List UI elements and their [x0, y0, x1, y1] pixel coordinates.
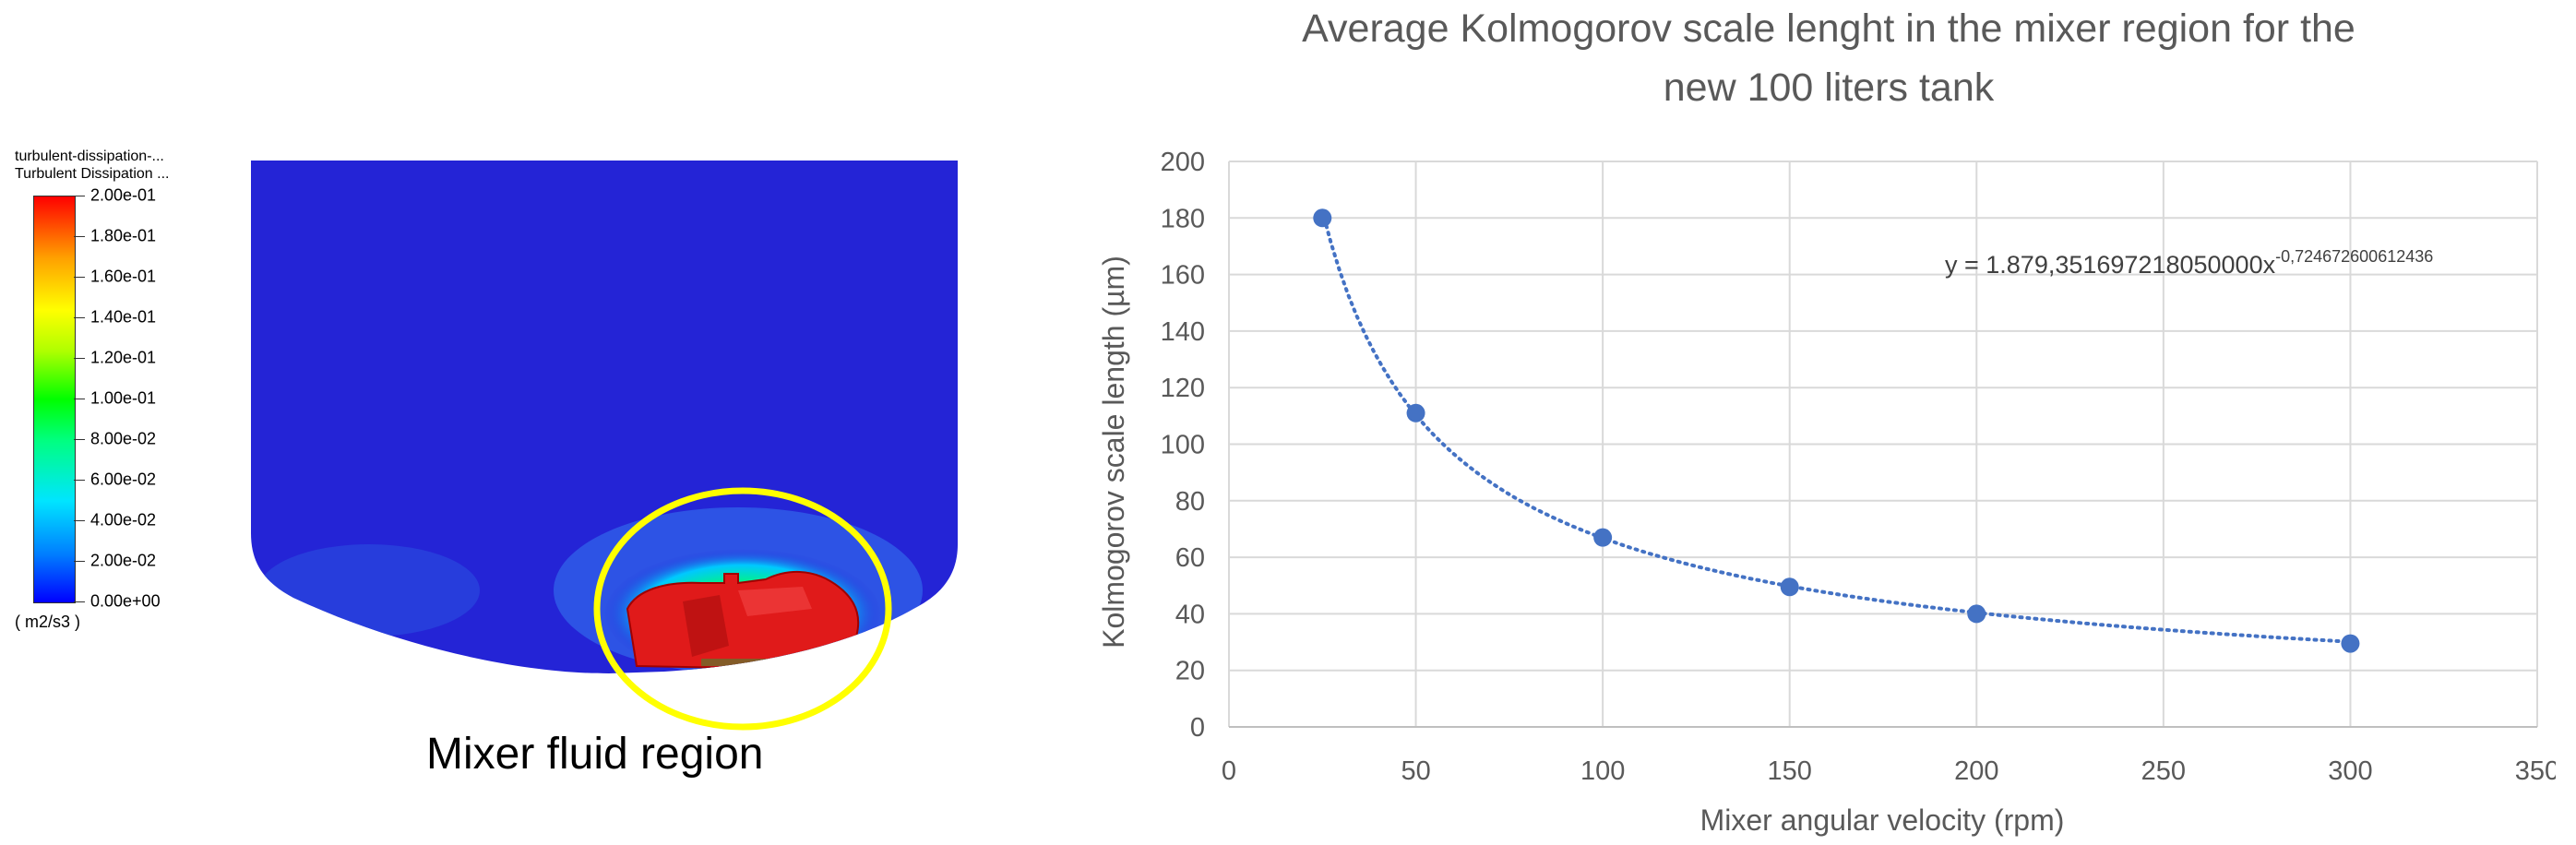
- x-tick-label: 300: [2328, 756, 2372, 786]
- x-tick-label: 350: [2515, 756, 2556, 786]
- colorbar-tick: [74, 358, 85, 359]
- x-tick-label: 200: [1954, 756, 1998, 786]
- y-tick-labels: 0 20 40 60 80 100 120 140 160 180 200: [1161, 148, 1205, 743]
- tank-fluid-region: [251, 161, 958, 673]
- y-tick-label: 180: [1161, 204, 1205, 233]
- colorbar-tick: [74, 277, 85, 278]
- trendline-equation: y = 1.879,351697218050000x-0,72467260061…: [1945, 247, 2433, 279]
- x-tick-label: 0: [1222, 756, 1236, 786]
- y-tick-label: 100: [1161, 431, 1205, 460]
- data-point: [1313, 208, 1332, 228]
- x-tick-labels: 0 50 100 150 200 250 300 350: [1222, 756, 2556, 786]
- colorbar-tick: [74, 561, 85, 562]
- colorbar-tick-label: 2.00e-01: [90, 185, 157, 205]
- colorbar-tick-label: 1.40e-01: [90, 307, 157, 327]
- colorbar-tick-label: 6.00e-02: [90, 470, 157, 489]
- colorbar-tick-label: 2.00e-02: [90, 551, 157, 570]
- y-tick-label: 200: [1161, 148, 1205, 177]
- y-tick-label: 60: [1175, 543, 1205, 573]
- colorbar-tick: [74, 520, 85, 521]
- colorbar-tick-label: 8.00e-02: [90, 429, 157, 448]
- colorbar-tick: [74, 601, 85, 602]
- x-tick-label: 250: [2141, 756, 2186, 786]
- colorbar-tick: [74, 236, 85, 237]
- colorbar-tick-label: 1.20e-01: [90, 348, 157, 367]
- x-tick-label: 50: [1401, 756, 1430, 786]
- data-points: [1313, 208, 2360, 653]
- colorbar-tick-label: 1.00e-01: [90, 388, 157, 408]
- x-tick-label: 100: [1580, 756, 1625, 786]
- colorbar-tick: [74, 480, 85, 481]
- grid: [1228, 161, 2538, 728]
- colorbar-tick: [74, 317, 85, 318]
- x-tick-label: 150: [1768, 756, 1812, 786]
- y-tick-label: 20: [1175, 657, 1205, 686]
- mixer-impeller: [626, 570, 860, 670]
- colorbar-tick-label: 1.60e-01: [90, 267, 157, 286]
- chart-title-line-2: new 100 liters tank: [1664, 65, 1995, 110]
- colorbar-tick-label: 0.00e+00: [90, 591, 161, 611]
- data-point: [2341, 634, 2360, 653]
- mixer-region-caption: Mixer fluid region: [426, 730, 764, 779]
- trendline-equation-exponent: -0,724672600612436: [2275, 247, 2433, 266]
- colorbar-tick-label: 4.00e-02: [90, 510, 157, 530]
- kolmogorov-chart: Average Kolmogorov scale lenght in the m…: [1097, 6, 2556, 837]
- colorbar-tick-label: 1.80e-01: [90, 226, 157, 245]
- y-tick-label: 0: [1190, 713, 1205, 743]
- y-tick-label: 80: [1175, 487, 1205, 517]
- data-point: [1967, 604, 1986, 624]
- y-tick-label: 160: [1161, 261, 1205, 291]
- y-tick-label: 140: [1161, 317, 1205, 347]
- legend-title-description: Turbulent Dissipation ...: [15, 166, 170, 182]
- x-axis-title: Mixer angular velocity (rpm): [1700, 803, 2065, 837]
- tank-contour: [251, 161, 958, 731]
- trendline-equation-main: y = 1.879,351697218050000x: [1945, 251, 2276, 279]
- legend-unit: ( m2/s3 ): [15, 613, 81, 631]
- colorbar: [33, 196, 76, 603]
- y-axis-title: Kolmogorov scale length (µm): [1097, 256, 1130, 649]
- data-point: [1406, 403, 1425, 422]
- mixer-region-highlight-ellipse: [593, 487, 892, 731]
- cfd-contour-panel: turbulent-dissipation-... Turbulent Diss…: [0, 0, 1015, 845]
- chart-title-line-1: Average Kolmogorov scale lenght in the m…: [1302, 6, 2355, 51]
- data-point: [1593, 528, 1613, 547]
- y-tick-label: 120: [1161, 374, 1205, 403]
- y-tick-label: 40: [1175, 600, 1205, 629]
- data-point: [1780, 577, 1799, 597]
- power-trendline: [1320, 209, 2353, 644]
- colorbar-tick: [74, 439, 85, 440]
- legend-title-variable: turbulent-dissipation-...: [15, 149, 164, 164]
